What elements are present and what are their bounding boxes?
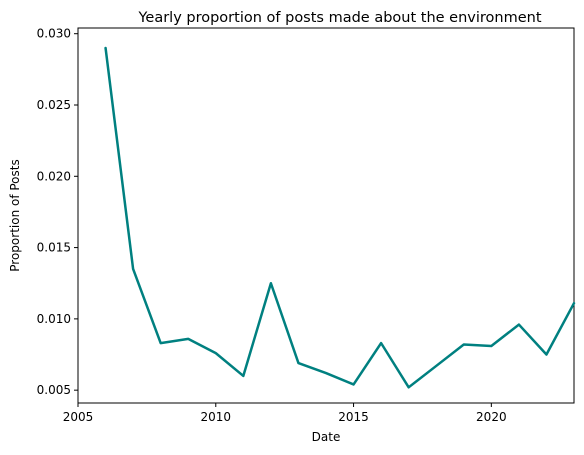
plot-area bbox=[77, 27, 576, 404]
y-tick-label: 0.025 bbox=[37, 98, 71, 112]
chart-title: Yearly proportion of posts made about th… bbox=[137, 10, 541, 26]
y-tick-label: 0.020 bbox=[37, 169, 71, 183]
y-tick-label: 0.015 bbox=[37, 241, 71, 255]
y-tick-label: 0.030 bbox=[37, 27, 71, 41]
series-line bbox=[104, 46, 576, 389]
y-axis: 0.005 0.010 0.015 0.020 0.025 0.030 bbox=[37, 27, 78, 397]
x-tick-label: 2005 bbox=[63, 410, 94, 424]
y-tick-label: 0.010 bbox=[37, 312, 71, 326]
y-tick-label: 0.005 bbox=[37, 383, 71, 397]
x-axis-label: Date bbox=[312, 430, 341, 444]
x-tick-label: 2010 bbox=[201, 410, 232, 424]
x-tick-label: 2020 bbox=[476, 410, 507, 424]
plot-frame bbox=[77, 27, 575, 404]
x-axis: 2005 2010 2015 2020 bbox=[63, 403, 507, 424]
x-tick-label: 2015 bbox=[338, 410, 369, 424]
y-axis-label: Proportion of Posts bbox=[8, 159, 22, 271]
